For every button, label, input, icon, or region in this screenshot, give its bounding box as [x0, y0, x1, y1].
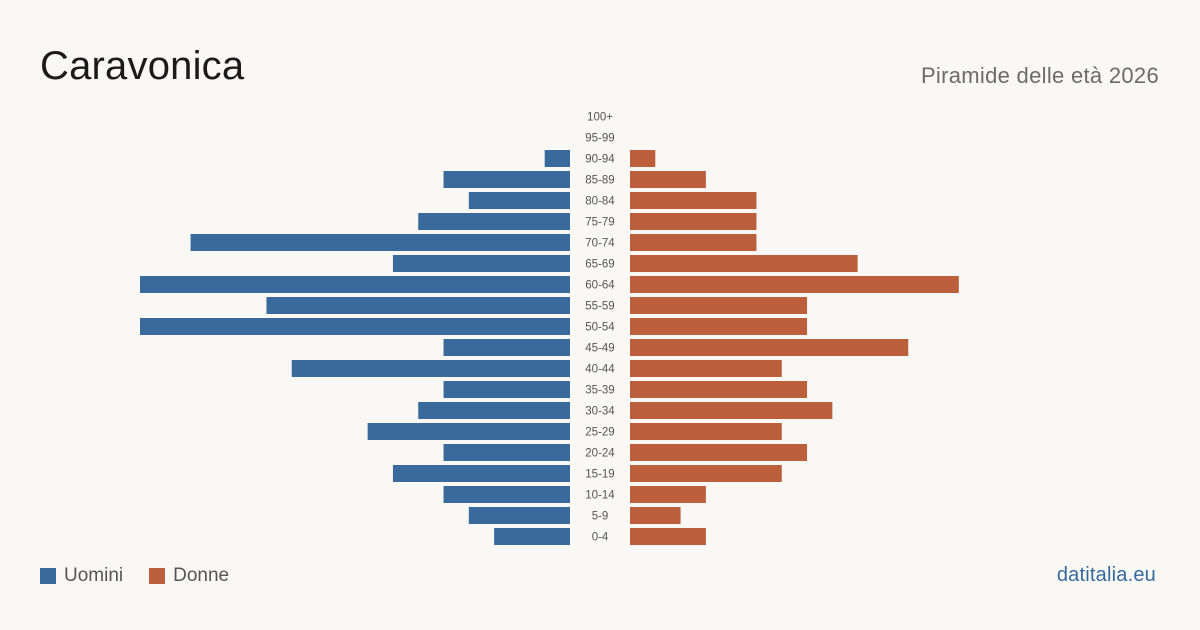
bar-women-55-59: [630, 297, 808, 314]
bar-men-35-39: [443, 381, 570, 398]
legend-label-men: Uomini: [64, 565, 124, 586]
age-tick-label: 20-24: [585, 448, 615, 460]
age-tick-label: 5-9: [592, 511, 609, 523]
bar-men-55-59: [266, 297, 570, 314]
age-tick-label: 15-19: [585, 469, 614, 481]
bar-men-65-69: [392, 255, 570, 272]
chart-subtitle: Piramide delle età 2026: [920, 63, 1159, 88]
bar-men-45-49: [443, 339, 570, 356]
bar-women-45-49: [630, 339, 909, 356]
age-tick-label: 60-64: [585, 280, 615, 292]
legend-swatch-men: [40, 568, 56, 584]
age-tick-label: 85-89: [585, 175, 614, 187]
bar-women-75-79: [630, 213, 757, 230]
brand-link[interactable]: datitalia.eu: [1056, 564, 1156, 586]
bar-women-50-54: [630, 318, 808, 335]
age-tick-label: 90-94: [585, 154, 615, 166]
bar-women-10-14: [630, 486, 706, 503]
legend-swatch-women: [149, 568, 166, 584]
age-tick-label: 45-49: [585, 343, 614, 355]
age-tick-label: 50-54: [585, 322, 615, 334]
bar-men-70-74: [190, 234, 570, 251]
bar-women-80-84: [630, 192, 757, 209]
age-tick-label: 40-44: [585, 364, 615, 376]
bar-men-10-14: [443, 486, 570, 503]
bar-men-5-9: [468, 507, 570, 524]
age-tick-label: 10-14: [585, 490, 615, 502]
age-tick-label: 75-79: [585, 217, 614, 229]
legend-item-men: Uomini: [40, 565, 123, 587]
bar-women-20-24: [630, 444, 808, 461]
page-title: Caravonica: [40, 44, 245, 88]
age-tick-label: 30-34: [585, 406, 615, 418]
age-tick-label: 100+: [587, 112, 613, 124]
bar-women-25-29: [630, 423, 782, 440]
bar-men-90-94: [544, 150, 570, 167]
age-tick-label: 80-84: [585, 196, 615, 208]
bar-women-5-9: [630, 507, 681, 524]
bar-women-40-44: [630, 360, 782, 377]
bar-men-60-64: [140, 276, 570, 293]
age-tick-label: 95-99: [585, 133, 614, 145]
bar-women-70-74: [630, 234, 757, 251]
legend-label-women: Donne: [173, 565, 230, 586]
bar-women-60-64: [630, 276, 959, 293]
age-tick-label: 25-29: [585, 427, 614, 439]
age-tick-label: 70-74: [585, 238, 615, 250]
bar-men-85-89: [443, 171, 570, 188]
bar-women-30-34: [630, 402, 833, 419]
bar-men-30-34: [418, 402, 570, 419]
bar-women-65-69: [630, 255, 858, 272]
age-tick-label: 0-4: [592, 532, 609, 544]
bar-men-40-44: [291, 360, 570, 377]
bar-women-90-94: [630, 150, 656, 167]
legend-item-women: Donne: [149, 565, 229, 587]
bar-men-80-84: [468, 192, 570, 209]
age-tick-label: 65-69: [585, 259, 614, 271]
bar-men-0-4: [494, 528, 570, 545]
legend: Uomini Donne: [40, 565, 255, 587]
bar-men-50-54: [140, 318, 570, 335]
bar-women-85-89: [630, 171, 706, 188]
bar-women-15-19: [630, 465, 782, 482]
bar-women-35-39: [630, 381, 808, 398]
bar-men-25-29: [367, 423, 570, 440]
age-tick-label: 55-59: [585, 301, 614, 313]
bar-men-20-24: [443, 444, 570, 461]
bar-men-15-19: [392, 465, 570, 482]
bar-men-75-79: [418, 213, 570, 230]
bar-women-0-4: [630, 528, 706, 545]
age-tick-label: 35-39: [585, 385, 614, 397]
